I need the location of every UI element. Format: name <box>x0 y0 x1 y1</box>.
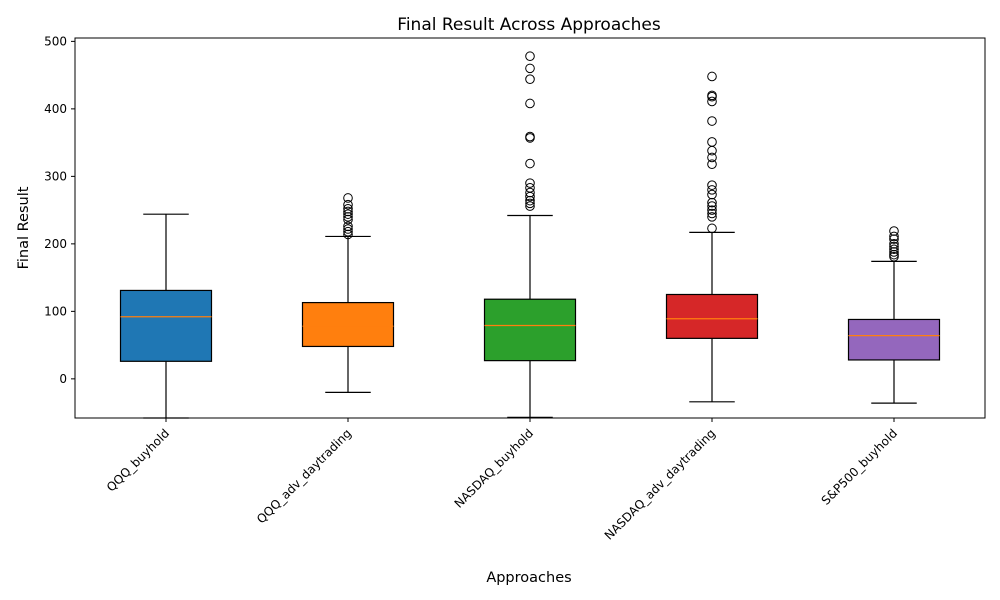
outlier-point <box>707 180 717 190</box>
box-3 <box>483 51 577 418</box>
outlier-point <box>343 226 353 237</box>
outlier-point <box>707 137 717 147</box>
outlier-point <box>889 226 899 236</box>
y-axis-label: Final Result <box>16 186 32 269</box>
outlier-point <box>707 71 717 82</box>
outlier-point <box>525 98 535 109</box>
y-tick-label: 200 <box>44 237 67 251</box>
outlier-point <box>707 152 717 163</box>
outlier-point <box>343 214 353 225</box>
outlier-point <box>343 206 353 217</box>
y-tick-label: 100 <box>44 304 67 318</box>
outlier-point <box>525 74 535 84</box>
outlier-point <box>343 209 353 219</box>
outlier-point <box>343 212 353 222</box>
y-tick-label: 500 <box>44 34 67 48</box>
outlier-point <box>525 195 535 206</box>
iqr-box <box>665 293 759 339</box>
iqr-box <box>483 298 577 362</box>
box-2 <box>301 193 395 393</box>
outlier-point <box>707 223 717 234</box>
outlier-point <box>525 158 535 169</box>
y-tick-label: 0 <box>59 372 67 386</box>
iqr-box <box>119 289 213 362</box>
outlier-point <box>525 63 535 74</box>
outlier-point <box>889 244 899 255</box>
outlier-point <box>707 212 717 222</box>
box-4 <box>665 71 759 403</box>
outlier-point <box>343 221 353 232</box>
outlier-point <box>525 198 535 209</box>
outlier-point <box>525 178 535 188</box>
outlier-point <box>525 187 535 198</box>
outlier-point <box>707 159 717 170</box>
outlier-point <box>343 229 353 240</box>
outlier-point <box>707 208 717 219</box>
box-5 <box>847 226 941 404</box>
outlier-point <box>707 201 717 211</box>
chart-title: Final Result Across Approaches <box>397 15 661 35</box>
outlier-point <box>889 241 899 252</box>
outlier-point <box>707 205 717 215</box>
y-tick-label: 400 <box>44 102 67 116</box>
outlier-point <box>525 201 535 211</box>
outlier-point <box>889 234 899 244</box>
plot-area <box>119 51 941 419</box>
outlier-point <box>525 51 535 62</box>
iqr-box <box>847 318 941 361</box>
outlier-point <box>707 185 717 195</box>
iqr-box <box>301 301 395 348</box>
outlier-point <box>525 183 535 193</box>
outlier-point <box>707 197 717 208</box>
outlier-point <box>525 131 535 142</box>
outlier-point <box>707 116 717 126</box>
outlier-point <box>343 224 353 234</box>
outlier-point <box>343 203 353 214</box>
outlier-point <box>707 189 717 200</box>
outlier-point <box>707 96 717 107</box>
x-axis-label: Approaches <box>486 570 571 586</box>
axes-frame <box>74 37 986 419</box>
y-tick-label: 300 <box>44 169 67 183</box>
outlier-point <box>889 249 899 260</box>
outlier-point <box>707 90 717 101</box>
outlier-point <box>889 239 899 249</box>
outlier-point <box>343 199 353 210</box>
outlier-point <box>343 193 353 203</box>
y-axis-ticks: 0 100 200 300 400 500 <box>44 34 75 386</box>
outlier-point <box>889 231 899 242</box>
outlier-point <box>889 247 899 257</box>
